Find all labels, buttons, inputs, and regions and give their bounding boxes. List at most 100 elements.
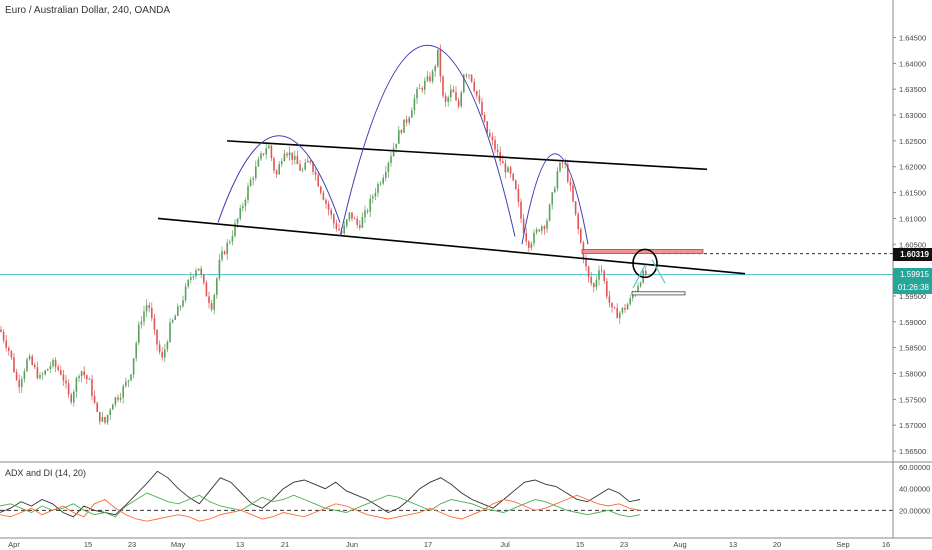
x-tick-label: Sep [836,540,849,549]
candle-body [122,386,124,398]
candle-body [106,415,109,423]
chart-title: Euro / Australian Dollar, 240, OANDA [5,5,171,16]
candle-body [169,322,171,343]
candle-body [205,282,208,297]
candle-body [411,110,413,118]
candle-body [457,100,460,107]
candle-body [296,156,299,165]
candle-body [96,402,98,412]
candle-body [405,119,408,123]
y-tick-label: 1.58500 [899,344,926,353]
candle-body [174,315,176,320]
candle-body [15,372,18,380]
candle-body [512,173,514,181]
candle-body [255,166,257,179]
candle-body [351,212,353,219]
x-tick-label: 23 [128,540,136,549]
candle-body [125,381,127,387]
candle-body [574,201,577,214]
candle-body [127,380,130,382]
candle-body [148,305,150,309]
candle-body [522,218,525,233]
candle-body [86,375,88,380]
candle-body [190,277,192,280]
candle-body [187,279,189,287]
candle-body [221,251,223,260]
candle-body [153,318,156,330]
candle-body [494,140,496,150]
projection-line [632,264,646,289]
candle-body [645,270,647,275]
candle-body [242,206,244,209]
candle-body [132,358,135,375]
candle-body [372,196,374,199]
annotations-back [0,253,893,275]
candle-body [109,409,111,416]
candle-body [382,177,384,184]
candle-body [223,251,226,255]
candle-body [533,232,535,244]
candle-body [629,298,631,305]
candle-body [312,162,314,172]
candle-body [385,171,387,178]
candle-body [2,331,5,341]
candle-body [390,156,392,163]
candle-body [78,376,80,379]
y-tick-label: 1.62500 [899,137,926,146]
candle-body [44,370,46,375]
candle-body [23,371,26,380]
candle-body [8,347,10,351]
x-tick-label: 17 [424,540,432,549]
candle-body [509,167,512,174]
candle-body [135,342,137,359]
candle-body [216,278,218,295]
candle-body [309,160,312,163]
candle-body [304,162,306,170]
candle-body [559,162,561,172]
candle-body [294,156,296,160]
arc-curve [521,153,589,245]
y-tick-label: 1.57500 [899,395,926,404]
y-tick-label: 1.64500 [899,34,926,43]
candle-body [504,163,507,173]
candle-body [538,229,540,232]
countdown-label: 01:26:38 [893,281,932,295]
candle-body [400,130,403,133]
candle-body [551,192,553,205]
candle-body [31,356,33,365]
y-tick-label: 1.56500 [899,447,926,456]
candle-body [21,379,23,388]
resistance-price-label: 1.60319 [893,247,932,261]
candle-body [117,397,119,400]
candle-body [611,302,613,308]
candle-body [418,88,421,89]
x-tick-label: Jul [500,540,510,549]
candle-body [286,153,288,156]
candle-body [507,167,509,173]
candle-body [203,274,205,283]
candle-body [75,378,78,392]
candle-body [257,159,260,167]
candle-body [208,296,210,304]
candle-body [515,180,517,190]
adx-tick-label: 20.00000 [899,506,930,515]
candle-body [528,241,530,248]
candle-body [338,228,340,231]
candle-body [616,308,618,319]
candle-body [65,380,67,384]
candle-body [359,224,361,228]
y-tick-label: 1.61000 [899,214,926,223]
x-tick-label: Jun [346,540,358,549]
candle-body [424,80,426,90]
candle-body [374,192,377,197]
annotations-front [157,45,746,296]
candle-body [158,344,161,353]
candle-body [335,223,338,229]
y-tick-label: 1.61500 [899,189,926,198]
candle-body [364,210,366,218]
candle-body [249,179,252,187]
candle-body [361,217,364,228]
lower-trendline [157,217,746,275]
